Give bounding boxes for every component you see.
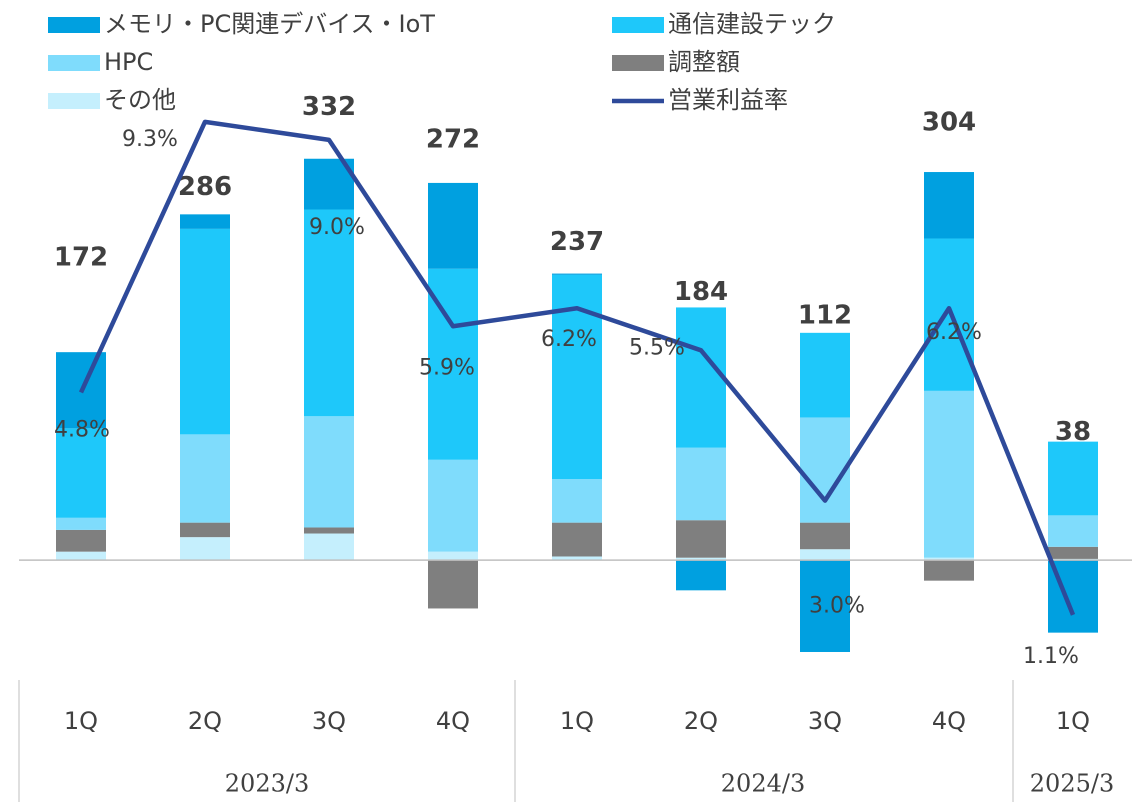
bar-segment [180,214,230,229]
bar-segment [180,434,230,523]
x-tick-label: 2Q [684,707,718,735]
bar-segment [676,307,726,448]
bar-segment [924,172,974,239]
bar-segment [676,447,726,521]
total-label: 112 [798,300,852,330]
bar-segment [304,527,354,534]
bar-segment [676,560,726,591]
legend-swatch [48,55,100,71]
group-label: 2025/3 [1030,770,1114,798]
line-value-label: 6.2% [926,320,982,345]
bar-segment [552,479,602,523]
legend-label: その他 [104,86,176,114]
bar-segment [1048,515,1098,547]
total-label: 332 [302,92,356,122]
legend-swatch [48,17,100,33]
total-label: 38 [1055,417,1091,447]
bar-segment [56,551,106,561]
bar-segment [552,522,602,557]
group-label: 2023/3 [225,770,309,798]
legend-swatch [48,93,100,109]
line-value-label: 1.1% [1023,644,1079,669]
bar-segment [56,428,106,518]
total-label: 286 [178,172,232,202]
legend-label: 調整額 [668,48,740,76]
group-label: 2024/3 [721,770,805,798]
total-label: 304 [922,108,976,138]
bar-segment [180,522,230,538]
line-value-label: 6.2% [541,327,597,352]
x-tick-label: 3Q [808,707,842,735]
bar-segment [552,556,602,561]
bar-segment [552,274,602,480]
bar-segment [428,459,478,552]
total-label: 237 [550,227,604,257]
legend-label: 通信建設テック [668,10,836,38]
total-label: 172 [54,243,108,273]
bar-segment [1048,546,1098,559]
x-tick-label: 1Q [1056,707,1090,735]
bar-segment [428,551,478,561]
line-value-label: 9.0% [309,215,365,240]
bar-segment [924,238,974,391]
bar-segment [800,549,850,561]
bar-segment [924,557,974,561]
total-label: 272 [426,124,480,154]
x-tick-label: 1Q [64,707,98,735]
legend-swatch [612,55,664,71]
x-tick-label: 4Q [932,707,966,735]
legend-label: メモリ・PC関連デバイス・IoT [104,10,435,38]
x-tick-label: 2Q [188,707,222,735]
legend-label: HPC [104,48,153,76]
bar-segment [304,209,354,417]
line-value-label: 9.3% [122,127,178,152]
line-value-label: 5.5% [629,335,685,360]
bar-segment [924,390,974,558]
bar-segment [1048,441,1098,516]
legend-swatch [612,17,664,33]
line-series [78,119,1076,616]
bar-segment [800,417,850,523]
bar-segment [56,529,106,552]
bar-segment [428,560,478,609]
bar-segment [428,182,478,269]
bar-segment [552,273,602,275]
line-value-label: 5.9% [419,355,475,380]
x-axis-frame [18,680,1014,802]
x-tick-label: 3Q [312,707,346,735]
bar-segment [56,517,106,530]
bar-segment [180,537,230,561]
bar-segment [800,522,850,550]
bar-segment [676,557,726,561]
legend-label: 営業利益率 [668,86,788,114]
bar-segment [800,560,850,652]
line-value-label: 3.0% [809,594,865,619]
bar-segment [180,228,230,435]
total-label: 184 [674,277,728,307]
bar-segment [924,560,974,581]
bar-segment [304,533,354,561]
x-tick-label: 1Q [560,707,594,735]
bar-segment [304,416,354,528]
bar-segment [800,332,850,418]
bar-segment [676,520,726,558]
x-tick-label: 4Q [436,707,470,735]
line-value-label: 4.8% [54,417,110,442]
